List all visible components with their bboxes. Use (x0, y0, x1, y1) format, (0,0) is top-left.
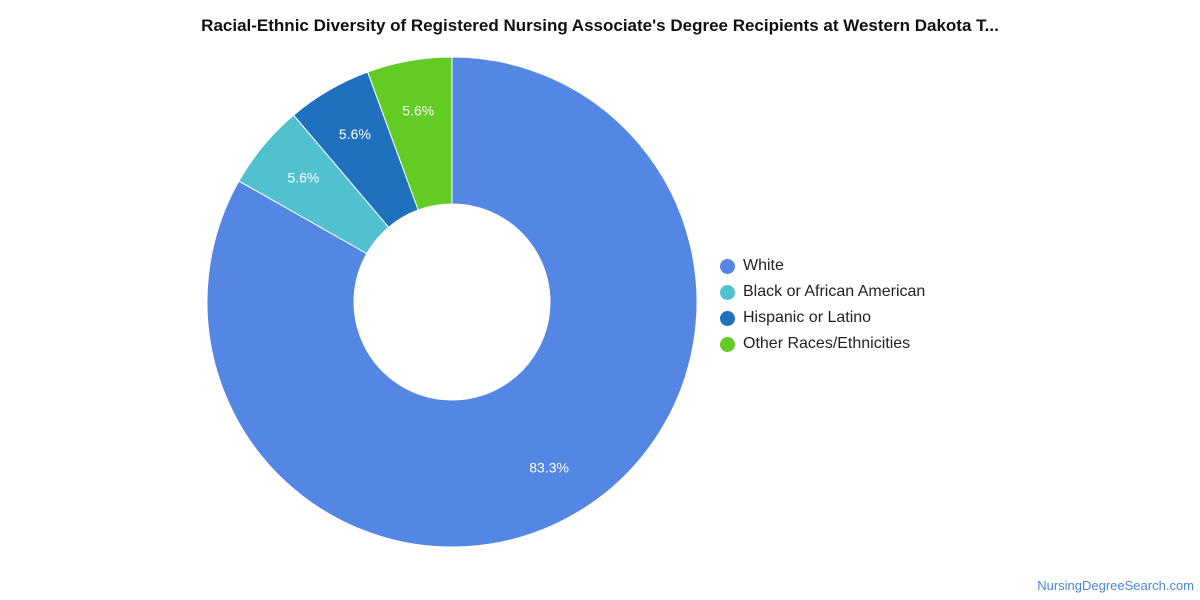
legend-label-black-or-african-american: Black or African American (743, 283, 926, 300)
legend: White Black or African American Hispanic… (720, 253, 925, 357)
legend-item-white[interactable]: White (720, 253, 925, 279)
legend-label-hispanic-or-latino: Hispanic or Latino (743, 309, 872, 326)
legend-item-other-races-ethnicities[interactable]: Other Races/Ethnicities (720, 331, 925, 357)
legend-swatch-black-or-african-american (720, 284, 735, 300)
legend-swatch-other-races-ethnicities (720, 336, 735, 352)
legend-label-white: White (743, 257, 784, 274)
source-link[interactable]: NursingDegreeSearch.com (1037, 578, 1194, 593)
slice-label-white: 83.3% (529, 459, 569, 475)
legend-swatch-hispanic-or-latino (720, 310, 735, 326)
slice-other-races-ethnicities[interactable] (367, 56, 453, 211)
slice-white[interactable] (206, 56, 698, 548)
chart-title: Racial-Ethnic Diversity of Registered Nu… (201, 16, 999, 35)
legend-item-black-or-african-american[interactable]: Black or African American (720, 279, 925, 305)
slice-label-other-races-ethnicities: 5.6% (402, 103, 434, 119)
slice-label-hispanic-or-latino: 5.6% (339, 126, 371, 142)
legend-item-hispanic-or-latino[interactable]: Hispanic or Latino (720, 305, 925, 331)
legend-label-other-races-ethnicities: Other Races/Ethnicities (743, 335, 911, 352)
legend-swatch-white (720, 258, 735, 274)
slice-label-black-or-african-american: 5.6% (287, 170, 319, 186)
